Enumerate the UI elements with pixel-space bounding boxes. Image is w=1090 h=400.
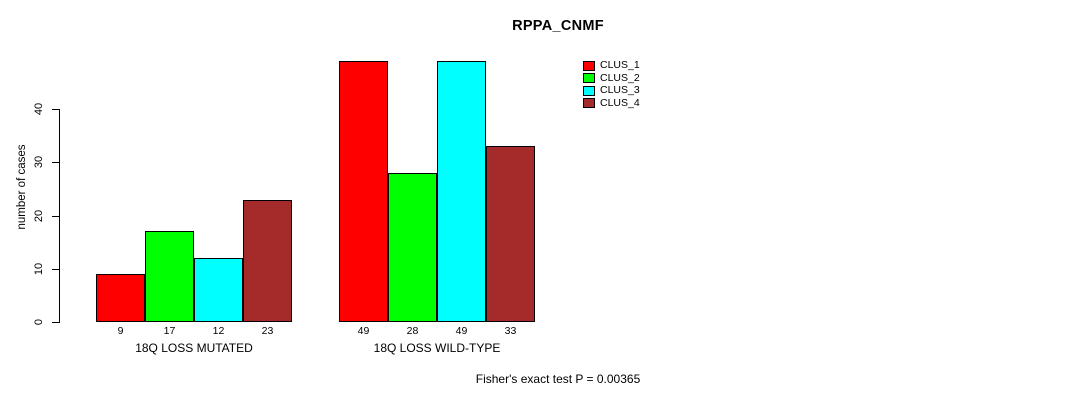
legend-swatch-icon <box>583 85 595 96</box>
legend-item-clus_1: CLUS_1 <box>583 60 640 71</box>
y-tick-label: 0 <box>33 318 45 326</box>
y-tick-mark <box>52 162 59 163</box>
bar-clus_3-group2 <box>437 61 486 322</box>
x-category-label: 18Q LOSS WILD-TYPE <box>373 341 501 355</box>
bar-clus_3-group1 <box>194 258 243 322</box>
y-axis-line <box>59 109 60 323</box>
y-tick-label: 40 <box>33 102 45 116</box>
legend-label: CLUS_4 <box>600 96 640 109</box>
bar-value-label: 33 <box>504 325 517 337</box>
fisher-test-note: Fisher's exact test P = 0.00365 <box>475 372 641 386</box>
legend-swatch-icon <box>583 60 595 71</box>
bar-clus_2-group2 <box>388 173 437 322</box>
y-tick-label: 30 <box>33 155 45 169</box>
legend-label: CLUS_3 <box>600 84 640 96</box>
y-tick-label: 20 <box>33 209 45 223</box>
bar-value-label: 17 <box>163 325 176 337</box>
bar-value-label: 49 <box>357 325 370 337</box>
bar-clus_2-group1 <box>145 231 194 322</box>
y-tick-mark <box>52 322 59 323</box>
y-tick-mark <box>52 269 59 270</box>
legend: CLUS_1 CLUS_2 CLUS_3 CLUS_4 <box>583 60 640 110</box>
bar-value-label: 23 <box>261 325 274 337</box>
legend-label: CLUS_1 <box>600 59 640 71</box>
legend-item-clus_2: CLUS_2 <box>583 71 640 84</box>
legend-swatch-icon <box>583 73 595 83</box>
y-axis-label: number of cases <box>16 144 28 230</box>
bar-clus_4-group1 <box>243 200 292 322</box>
y-tick-mark <box>52 216 59 217</box>
bar-clus_4-group2 <box>486 146 535 322</box>
bar-value-label: 9 <box>117 325 124 337</box>
y-tick-mark <box>52 109 59 110</box>
bar-value-label: 49 <box>455 325 468 337</box>
bar-clus_1-group2 <box>339 61 388 322</box>
bar-value-label: 28 <box>406 325 419 337</box>
legend-swatch-icon <box>583 98 595 108</box>
chart-title: RPPA_CNMF <box>512 18 604 34</box>
y-tick-label: 10 <box>33 262 45 276</box>
bar-value-label: 12 <box>212 325 225 337</box>
bar-clus_1-group1 <box>96 274 145 322</box>
legend-item-clus_3: CLUS_3 <box>583 85 640 96</box>
legend-label: CLUS_2 <box>600 71 640 84</box>
legend-item-clus_4: CLUS_4 <box>583 96 640 109</box>
x-category-label: 18Q LOSS MUTATED <box>135 341 253 355</box>
